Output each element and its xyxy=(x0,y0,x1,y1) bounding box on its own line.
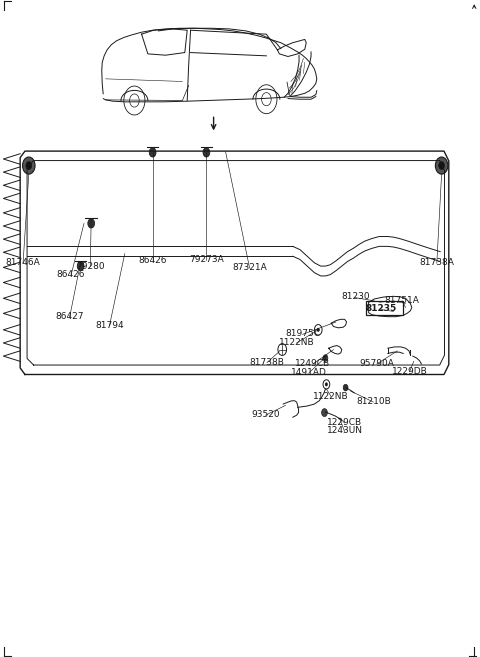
Text: 86426: 86426 xyxy=(138,256,167,265)
Text: 1122NB: 1122NB xyxy=(313,392,349,401)
Circle shape xyxy=(317,328,320,332)
Circle shape xyxy=(149,148,156,157)
Circle shape xyxy=(77,261,84,271)
Text: 1249CB: 1249CB xyxy=(295,359,331,368)
Text: 81738B: 81738B xyxy=(250,357,284,367)
Text: 1243UN: 1243UN xyxy=(326,426,363,436)
Bar xyxy=(366,301,403,315)
Text: 93520: 93520 xyxy=(251,410,280,419)
Text: 1229DB: 1229DB xyxy=(392,367,427,376)
Circle shape xyxy=(88,219,95,228)
Text: 1229CB: 1229CB xyxy=(327,418,362,427)
Circle shape xyxy=(343,384,348,391)
Text: 87321A: 87321A xyxy=(232,263,267,272)
Text: 1491AD: 1491AD xyxy=(291,368,326,377)
Text: 95790A: 95790A xyxy=(360,359,394,368)
Circle shape xyxy=(435,157,448,174)
Text: 79273A: 79273A xyxy=(189,255,224,264)
Text: 86427: 86427 xyxy=(55,312,84,321)
Text: 79280: 79280 xyxy=(76,261,105,271)
Circle shape xyxy=(322,409,327,417)
Text: 81975C: 81975C xyxy=(285,329,320,338)
Text: 1122NB: 1122NB xyxy=(279,338,314,347)
Circle shape xyxy=(323,355,328,361)
Text: 81235: 81235 xyxy=(365,304,396,313)
Text: 81210B: 81210B xyxy=(356,397,391,406)
Text: 81230: 81230 xyxy=(341,292,370,302)
Text: 81751A: 81751A xyxy=(385,296,420,305)
Circle shape xyxy=(26,162,32,170)
Circle shape xyxy=(439,162,444,170)
Text: 81738A: 81738A xyxy=(420,258,454,267)
Text: 81794: 81794 xyxy=(95,321,124,330)
Circle shape xyxy=(325,382,328,386)
Text: 81746A: 81746A xyxy=(6,258,40,267)
Text: 86426: 86426 xyxy=(57,270,85,279)
Circle shape xyxy=(23,157,35,174)
Circle shape xyxy=(203,148,210,157)
